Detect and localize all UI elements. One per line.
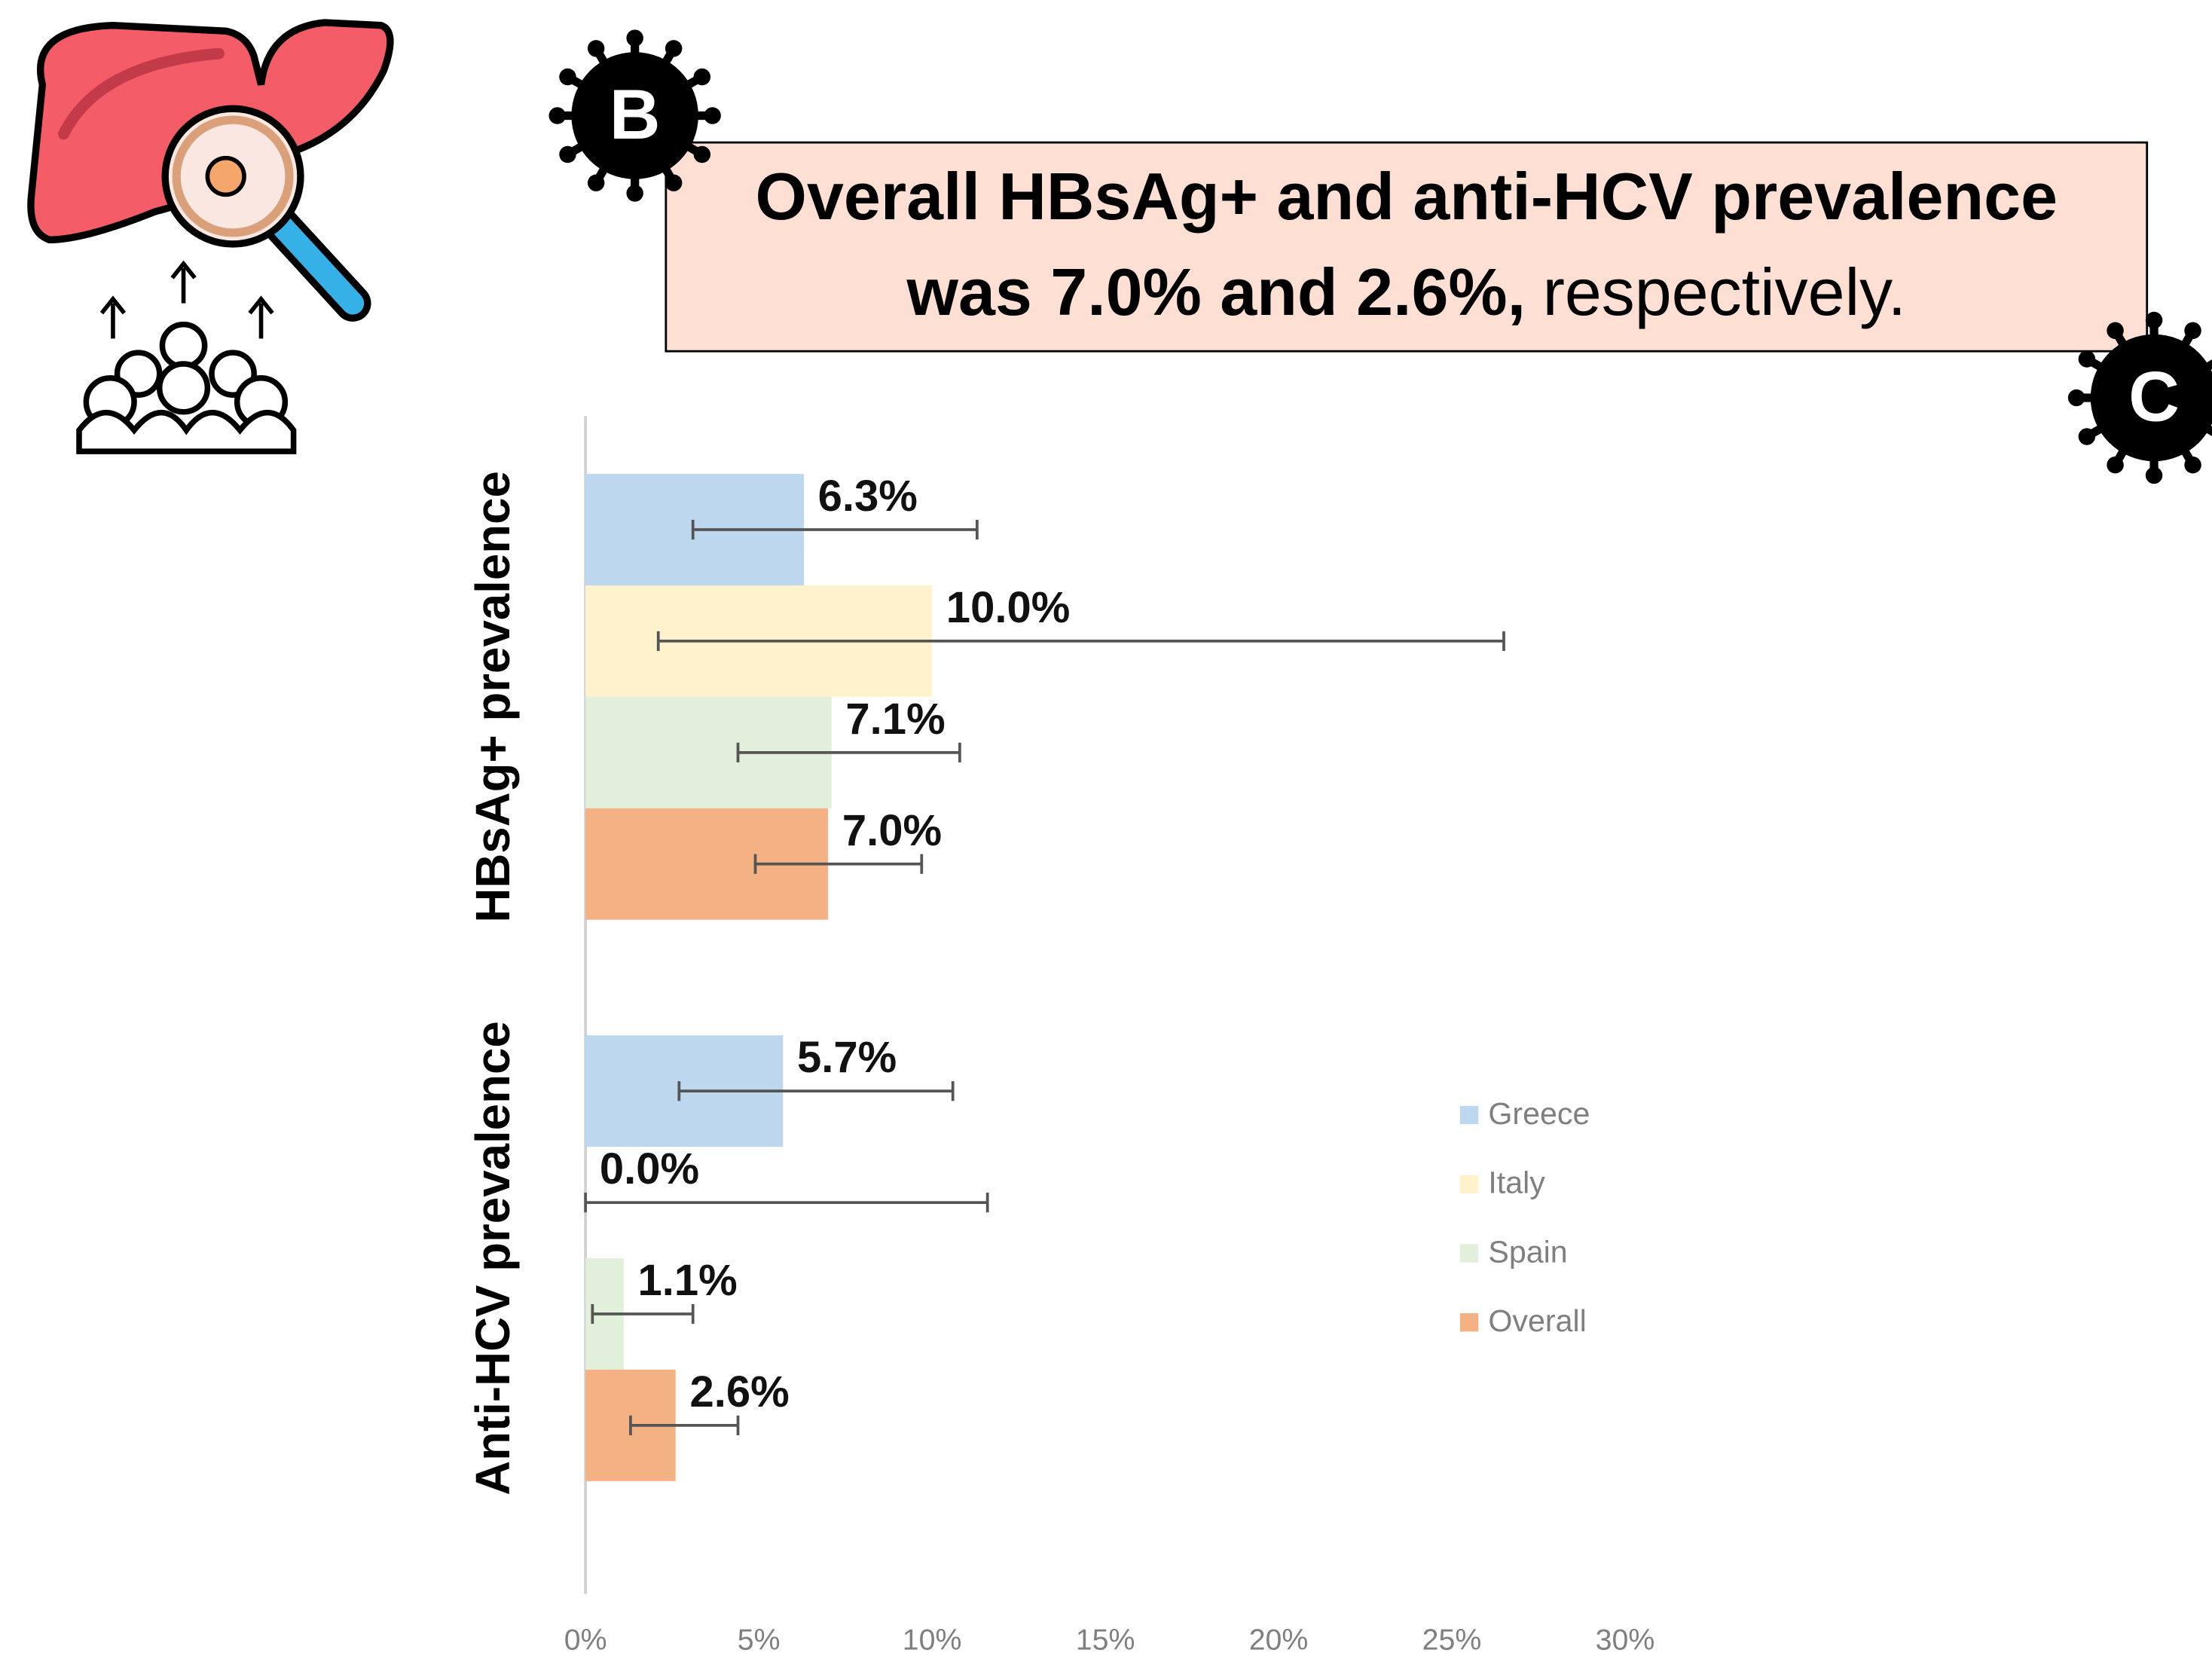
spike-tip	[588, 174, 604, 191]
spike-tip	[704, 107, 720, 124]
error-bar	[585, 1193, 988, 1212]
spike-tip	[2079, 428, 2095, 445]
headline: was 7.0% and 2.6%,respectively.	[906, 255, 1907, 329]
spike-tip	[665, 40, 682, 57]
spike-tip	[2107, 322, 2123, 339]
badge-letter: B	[610, 75, 661, 154]
spike-tip	[2146, 312, 2162, 328]
x-tick-label: 15%	[1076, 1624, 1135, 1656]
value-label: 6.3%	[818, 472, 918, 521]
value-label: 7.0%	[842, 806, 942, 855]
spike-tip	[2079, 350, 2095, 367]
spike-tip	[548, 107, 565, 124]
x-tick-label: 10%	[903, 1624, 962, 1656]
spike-tip	[2146, 467, 2162, 484]
category-label: Anti-HCV prevalence	[466, 1021, 520, 1496]
spike-tip	[2107, 457, 2123, 473]
legend-label: Spain	[1488, 1234, 1567, 1269]
chart: 0% 5% 10% 15% 20% 25% 30% HBsAg+ prevalence 6.3%…	[466, 416, 1654, 1656]
value-label: 0.0%	[600, 1144, 699, 1193]
spike-tip	[626, 29, 643, 46]
spike-tip	[2068, 390, 2085, 406]
spike-tip	[559, 69, 576, 85]
legend-label: Overall	[1488, 1303, 1586, 1338]
x-tick-label: 5%	[738, 1624, 781, 1656]
value-label: 10.0%	[946, 583, 1071, 632]
x-tick-label: 25%	[1422, 1624, 1482, 1656]
value-label: 5.7%	[797, 1033, 897, 1082]
liver-icon	[31, 23, 390, 451]
spike-tip	[2184, 457, 2201, 473]
spike-tip	[694, 146, 710, 163]
legend-swatch	[1460, 1313, 1478, 1331]
spike-tip	[588, 40, 604, 57]
page: Overall HBsAg+ and anti-HCV prevalence w…	[0, 0, 2212, 1656]
value-label: 7.1%	[845, 695, 945, 744]
spike-tip	[559, 146, 576, 163]
legend-swatch	[1460, 1244, 1478, 1262]
x-tick-label: 20%	[1249, 1624, 1309, 1656]
x-tick-label: 0%	[564, 1624, 607, 1656]
value-label: 1.1%	[637, 1256, 737, 1305]
spike-tip	[2184, 322, 2201, 339]
category-label: HBsAg+ prevalence	[466, 471, 520, 923]
badge-letter: C	[2128, 356, 2180, 435]
legend-swatch	[1460, 1106, 1478, 1124]
legend-label: Greece	[1488, 1096, 1590, 1131]
x-tick-label: 30%	[1596, 1624, 1655, 1656]
headline-rest: respectively.	[1543, 255, 1906, 329]
legend-label: Italy	[1488, 1166, 1545, 1200]
headline-bold: was 7.0% and 2.6%,	[906, 255, 1526, 329]
value-label: 2.6%	[689, 1367, 789, 1416]
legend-swatch	[1460, 1175, 1478, 1193]
headline: Overall HBsAg+ and anti-HCV prevalence	[756, 159, 2058, 234]
spike-tip	[665, 174, 682, 191]
spike-tip	[626, 185, 643, 201]
spike-tip	[694, 69, 710, 85]
